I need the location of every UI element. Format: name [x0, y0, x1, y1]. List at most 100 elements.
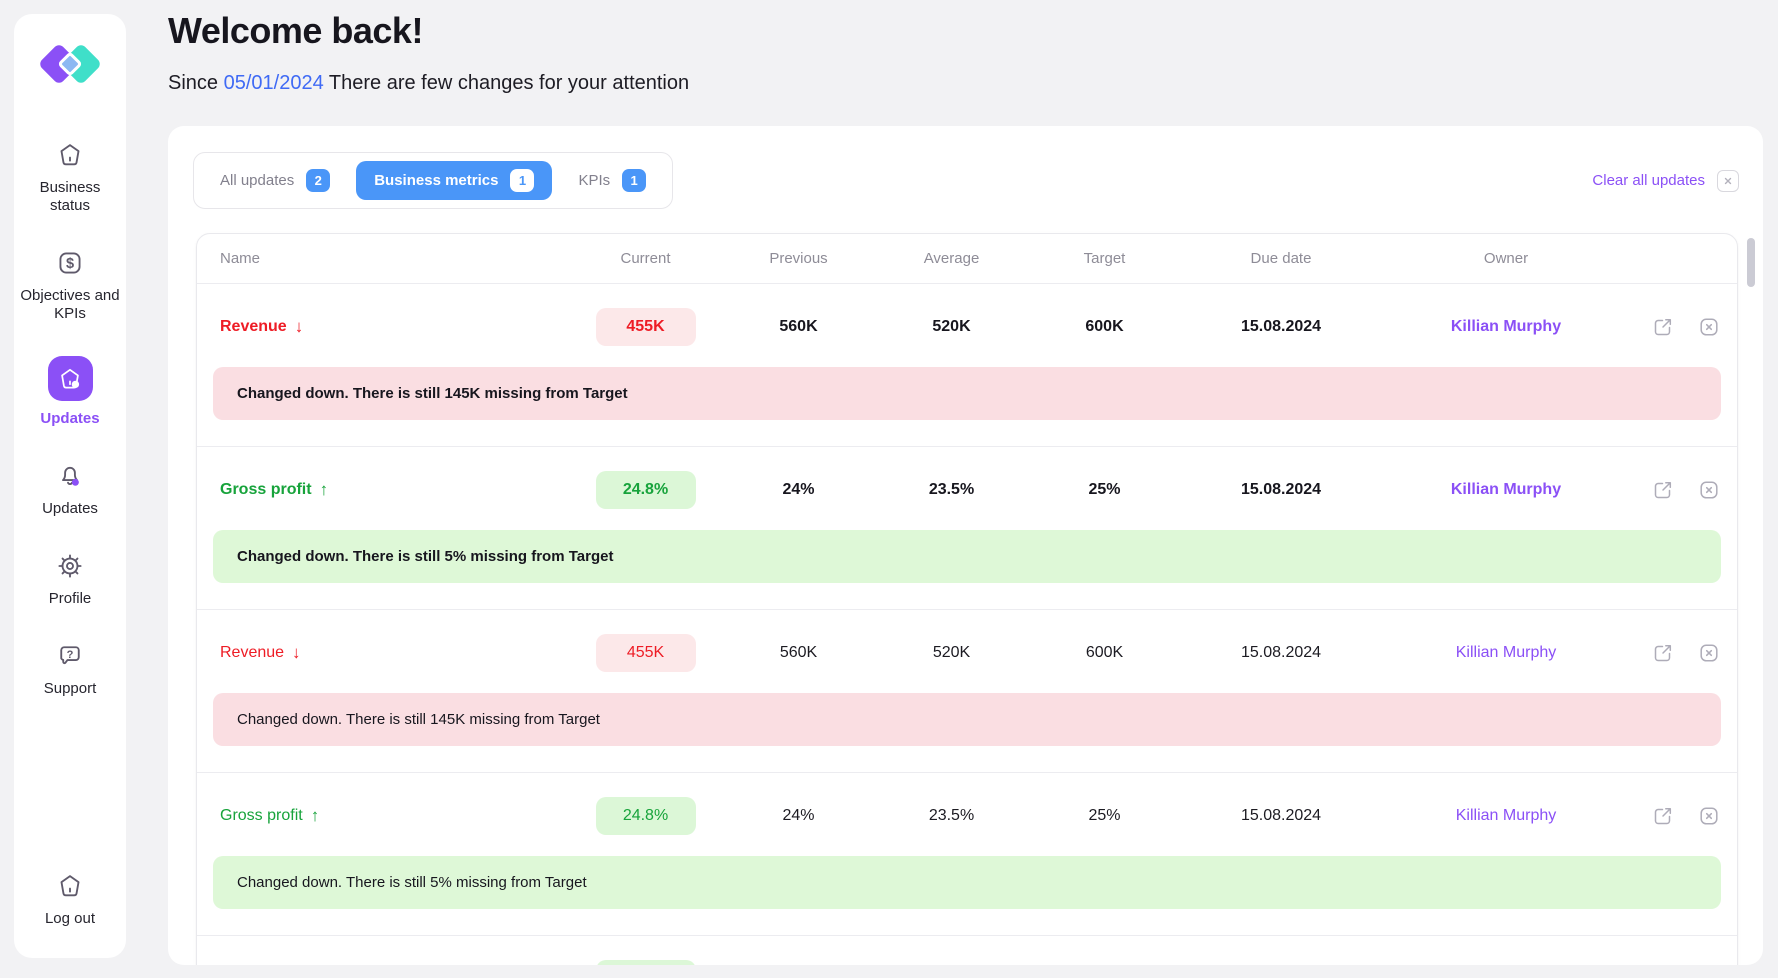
dismiss-row-icon[interactable]	[1697, 478, 1721, 502]
sidebar-item-updates-notifications[interactable]: Updates	[20, 461, 120, 518]
external-link-icon[interactable]	[1651, 478, 1675, 502]
current-value: 24.8%	[569, 797, 722, 835]
app-logo[interactable]	[37, 40, 103, 88]
row-actions	[1631, 315, 1737, 339]
target-value: 600K	[1085, 318, 1124, 335]
previous-value: 560K	[779, 318, 818, 335]
gear-icon	[55, 551, 85, 581]
panel-header: All updates 2 Business metrics 1 KPIs 1 …	[168, 126, 1763, 209]
sidebar-item-business-status[interactable]: Business status	[20, 140, 120, 215]
sidebar-item-label: Updates	[42, 500, 98, 517]
owner-link[interactable]: Killian Murphy	[1450, 318, 1562, 335]
sidebar-item-label: Updates	[40, 410, 100, 427]
owner-link[interactable]: Killian Murphy	[1455, 644, 1557, 661]
metric-name: Revenue ↓	[220, 317, 304, 336]
updates-tabbar: All updates 2 Business metrics 1 KPIs 1	[193, 152, 674, 209]
target-value: 25%	[1088, 807, 1121, 824]
table-row: Gross profit ↑ 24.8% 24% 23.5% 25% 15.08…	[197, 447, 1737, 610]
due-date-value: 15.08.2024	[1240, 644, 1322, 661]
bell-icon	[55, 461, 85, 491]
svg-text:$: $	[66, 256, 74, 272]
current-value: 455K	[569, 308, 722, 346]
page-subtitle: Since 05/01/2024 There are few changes f…	[168, 72, 689, 95]
metric-row: Gross profit ↑ 24.8% 24% 23.5% 25% 15.08…	[197, 468, 1737, 512]
metric-name: Revenue ↓	[220, 643, 301, 662]
average-value: 23.5%	[928, 807, 975, 824]
subtitle-suffix: There are few changes for your attention	[328, 72, 690, 94]
previous-value: 24%	[782, 807, 815, 824]
change-note: Changed down. There is still 5% missing …	[213, 530, 1721, 583]
metric-name: Gross profit ↑	[220, 806, 320, 825]
clear-all-updates[interactable]: Clear all updates	[1592, 169, 1739, 192]
table-row: Gross profit ↑ 24.8% 24% 23.5% 25% 15.08…	[197, 936, 1737, 965]
tab-kpis[interactable]: KPIs 1	[560, 161, 664, 200]
tab-label: KPIs	[578, 172, 611, 189]
sidebar-item-updates[interactable]: Updates	[20, 356, 120, 428]
svg-text:?: ?	[67, 649, 74, 661]
dismiss-row-icon[interactable]	[1697, 315, 1721, 339]
sidebar-item-label: Business status	[39, 179, 101, 214]
change-note: Changed down. There is still 145K missin…	[213, 367, 1721, 420]
target-value: 25%	[1088, 481, 1121, 498]
target-value: 600K	[1085, 644, 1124, 661]
external-link-icon[interactable]	[1651, 804, 1675, 828]
row-actions	[1631, 804, 1737, 828]
updates-table: Name Current Previous Average Target Due…	[196, 233, 1738, 965]
sidebar-item-label: Profile	[48, 590, 92, 607]
metric-row: Revenue ↓ 455K 560K 520K 600K 15.08.2024…	[197, 305, 1737, 349]
page-title: Welcome back!	[168, 10, 423, 51]
average-value: 520K	[932, 318, 971, 335]
previous-value: 560K	[779, 644, 818, 661]
dismiss-row-icon[interactable]	[1697, 641, 1721, 665]
tab-business-metrics[interactable]: Business metrics 1	[356, 161, 553, 200]
change-note: Changed down. There is still 5% missing …	[213, 856, 1721, 909]
external-link-icon[interactable]	[1651, 315, 1675, 339]
updates-panel: All updates 2 Business metrics 1 KPIs 1 …	[168, 126, 1763, 965]
current-value: 24.8%	[569, 960, 722, 965]
subtitle-prefix: Since	[168, 72, 219, 94]
sidebar-nav: Business status $ Objectives and KPIs Up…	[20, 140, 120, 698]
table-body: Revenue ↓ 455K 560K 520K 600K 15.08.2024…	[197, 284, 1737, 965]
metric-row: Gross profit ↑ 24.8% 24% 23.5% 25% 15.08…	[197, 794, 1737, 838]
subtitle-date-link[interactable]: 05/01/2024	[223, 72, 324, 94]
sidebar: Business status $ Objectives and KPIs Up…	[14, 14, 126, 958]
column-header-owner: Owner	[1483, 250, 1529, 267]
due-date-value: 15.08.2024	[1240, 481, 1322, 498]
tab-count-badge: 2	[306, 169, 331, 192]
owner-link[interactable]: Killian Murphy	[1450, 481, 1562, 498]
home-icon	[55, 871, 85, 901]
metric-row: Revenue ↓ 455K 560K 520K 600K 15.08.2024…	[197, 631, 1737, 675]
scrollbar-thumb[interactable]	[1747, 238, 1755, 287]
tab-count-badge: 1	[510, 169, 535, 192]
previous-value: 24%	[782, 481, 815, 498]
current-value: 455K	[569, 634, 722, 672]
sidebar-item-profile[interactable]: Profile	[20, 551, 120, 608]
average-value: 23.5%	[928, 481, 975, 498]
sidebar-item-logout[interactable]: Log out	[20, 871, 120, 928]
external-link-icon[interactable]	[1651, 641, 1675, 665]
home-icon	[55, 140, 85, 170]
trend-arrow-icon: ↑	[310, 806, 320, 825]
owner-link[interactable]: Killian Murphy	[1455, 807, 1557, 824]
close-icon[interactable]	[1717, 169, 1739, 192]
dollar-icon: $	[55, 248, 85, 278]
change-note: Changed down. There is still 145K missin…	[213, 693, 1721, 746]
logout-label: Log out	[44, 910, 96, 927]
trend-arrow-icon: ↓	[292, 643, 301, 662]
tab-label: Business metrics	[374, 172, 499, 189]
table-header-row: Name Current Previous Average Target Due…	[197, 234, 1737, 284]
help-bubble-icon: ?	[55, 641, 85, 671]
current-value: 24.8%	[569, 471, 722, 509]
dismiss-row-icon[interactable]	[1697, 804, 1721, 828]
sidebar-item-objectives-kpis[interactable]: $ Objectives and KPIs	[20, 248, 120, 323]
column-header-previous: Previous	[769, 250, 828, 267]
sidebar-item-label: Support	[43, 680, 97, 697]
sidebar-item-support[interactable]: ? Support	[20, 641, 120, 698]
average-value: 520K	[932, 644, 971, 661]
tab-count-badge: 1	[622, 169, 647, 192]
tab-all-updates[interactable]: All updates 2	[202, 161, 348, 200]
table-row: Gross profit ↑ 24.8% 24% 23.5% 25% 15.08…	[197, 773, 1737, 936]
column-header-name: Name	[220, 250, 261, 267]
trend-arrow-icon: ↑	[319, 480, 329, 499]
due-date-value: 15.08.2024	[1240, 318, 1322, 335]
